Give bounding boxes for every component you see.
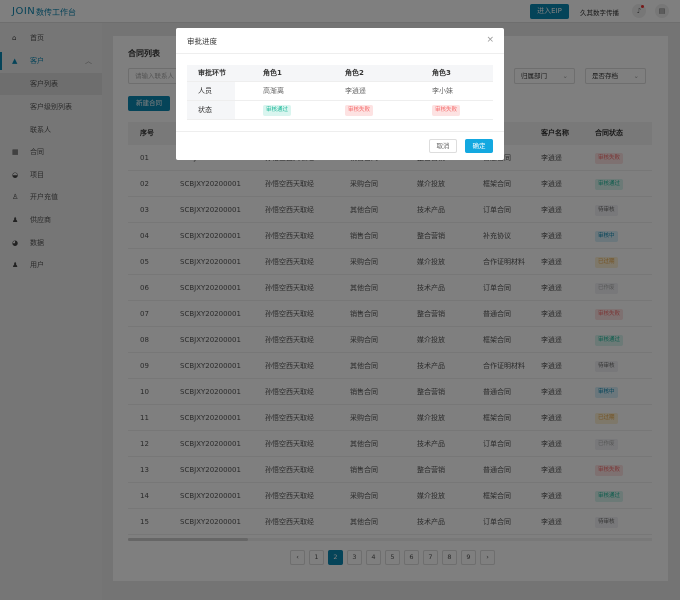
header-cell: 角色1 <box>263 69 282 77</box>
approval-table: 审批环节 角色1 角色2 角色3 人员 高渐离 李逍遥 李小妹 状态 审核通过 … <box>187 65 493 120</box>
dialog-title: 审批进度 <box>187 37 217 46</box>
header-cell: 角色2 <box>345 69 364 77</box>
person-name: 李小妹 <box>432 87 453 95</box>
divider <box>176 53 504 54</box>
approval-header-row: 审批环节 角色1 角色2 角色3 <box>187 65 493 82</box>
approval-progress-dialog: 审批进度 × 审批环节 角色1 角色2 角色3 人员 高渐离 李逍遥 李小妹 状… <box>176 28 504 160</box>
ok-button[interactable]: 确定 <box>465 139 493 153</box>
cancel-button[interactable]: 取消 <box>429 139 457 153</box>
status-badge: 审核通过 <box>263 104 292 116</box>
row-label: 人员 <box>187 82 235 100</box>
row-label: 状态 <box>187 101 235 119</box>
status-badge: 审核失败 <box>432 104 461 116</box>
header-cell: 角色3 <box>432 69 451 77</box>
approval-people-row: 人员 高渐离 李逍遥 李小妹 <box>187 82 493 101</box>
person-name: 李逍遥 <box>345 87 366 95</box>
status-badge: 审核失败 <box>345 104 374 116</box>
person-name: 高渐离 <box>263 87 284 95</box>
close-icon[interactable]: × <box>486 35 494 45</box>
header-cell: 审批环节 <box>187 65 235 81</box>
divider <box>176 131 504 132</box>
approval-status-row: 状态 审核通过 审核失败 审核失败 <box>187 101 493 120</box>
